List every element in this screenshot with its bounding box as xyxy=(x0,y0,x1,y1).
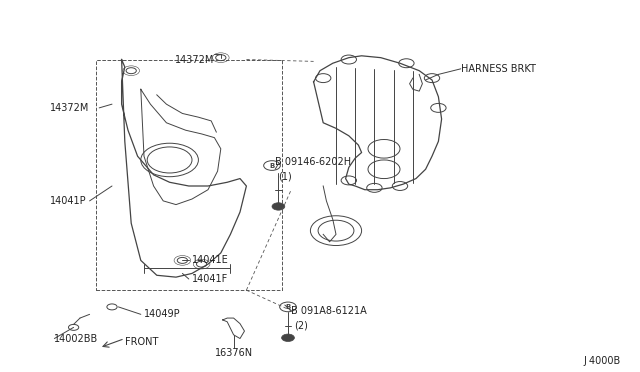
Text: 14041F: 14041F xyxy=(192,274,228,284)
Text: 14041E: 14041E xyxy=(192,256,228,265)
Text: HARNESS BRKT: HARNESS BRKT xyxy=(461,64,536,74)
Circle shape xyxy=(282,334,294,341)
Text: B: B xyxy=(269,163,275,169)
Text: (1): (1) xyxy=(278,172,292,182)
Text: (2): (2) xyxy=(294,321,308,330)
Text: FRONT: FRONT xyxy=(125,337,158,347)
Text: 14372M: 14372M xyxy=(175,55,214,64)
Text: 14002BB: 14002BB xyxy=(54,334,99,343)
Text: B 091A8-6121A: B 091A8-6121A xyxy=(291,306,367,315)
Text: J 4000B: J 4000B xyxy=(584,356,621,366)
Text: 14041P: 14041P xyxy=(50,196,86,206)
Text: 14372M: 14372M xyxy=(50,103,90,113)
Circle shape xyxy=(272,203,285,210)
Bar xyxy=(96,60,282,290)
Text: 14049P: 14049P xyxy=(144,310,180,319)
Text: B: B xyxy=(285,304,291,310)
Text: 16376N: 16376N xyxy=(214,349,253,358)
Text: B 09146-6202H: B 09146-6202H xyxy=(275,157,351,167)
